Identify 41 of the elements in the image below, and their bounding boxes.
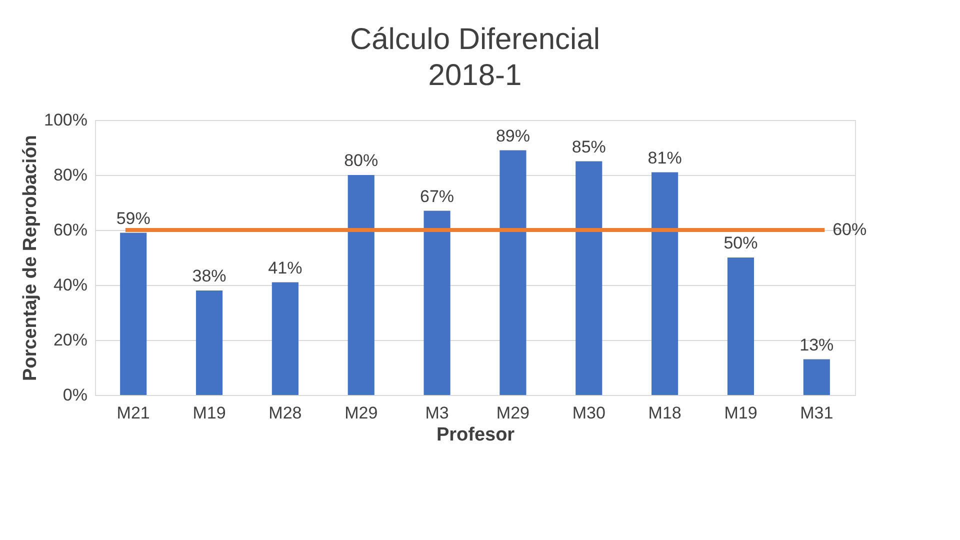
bar xyxy=(652,172,678,395)
data-label: 41% xyxy=(268,258,302,278)
bar xyxy=(803,359,830,395)
data-label: 85% xyxy=(572,137,606,156)
data-label: 50% xyxy=(724,234,758,252)
data-label: 13% xyxy=(800,335,834,354)
data-label: 38% xyxy=(192,266,226,286)
x-axis-title: Profesor xyxy=(436,424,516,446)
x-tick-label: M31 xyxy=(800,404,834,422)
bar xyxy=(576,161,602,395)
data-label: 59% xyxy=(116,208,150,228)
x-tick-label: M19 xyxy=(724,404,758,422)
y-tick-label: 40% xyxy=(53,276,88,294)
x-tick-label: M21 xyxy=(116,404,150,422)
bar xyxy=(196,290,223,395)
bar xyxy=(272,282,298,395)
bar xyxy=(120,232,147,395)
x-tick-label: M28 xyxy=(268,404,302,422)
chart-subtitle: 2018-1 xyxy=(428,59,522,92)
x-tick-label: M18 xyxy=(648,404,682,422)
ref-line-label: 60% xyxy=(832,220,867,239)
bar xyxy=(727,258,754,395)
y-tick-label: 80% xyxy=(53,166,88,184)
x-tick-label: M30 xyxy=(572,404,606,422)
bar xyxy=(424,210,450,395)
data-label: 81% xyxy=(648,148,682,168)
x-tick-label: M29 xyxy=(344,404,378,422)
data-label: 80% xyxy=(344,151,378,170)
data-label: 67% xyxy=(420,186,454,206)
y-tick-label: 20% xyxy=(53,330,88,350)
data-label: 89% xyxy=(496,126,530,146)
x-tick-label: M29 xyxy=(496,404,530,422)
y-axis-title: Porcentaje de Reprobación xyxy=(20,134,42,382)
x-tick-label: M3 xyxy=(425,404,449,422)
y-tick-label: 0% xyxy=(62,386,88,404)
bar xyxy=(500,150,526,395)
x-tick-label: M19 xyxy=(192,404,226,422)
bar xyxy=(348,175,374,395)
y-tick-label: 60% xyxy=(53,220,88,240)
y-tick-label: 100% xyxy=(44,110,88,130)
chart-title: Cálculo Diferencial xyxy=(350,23,600,56)
